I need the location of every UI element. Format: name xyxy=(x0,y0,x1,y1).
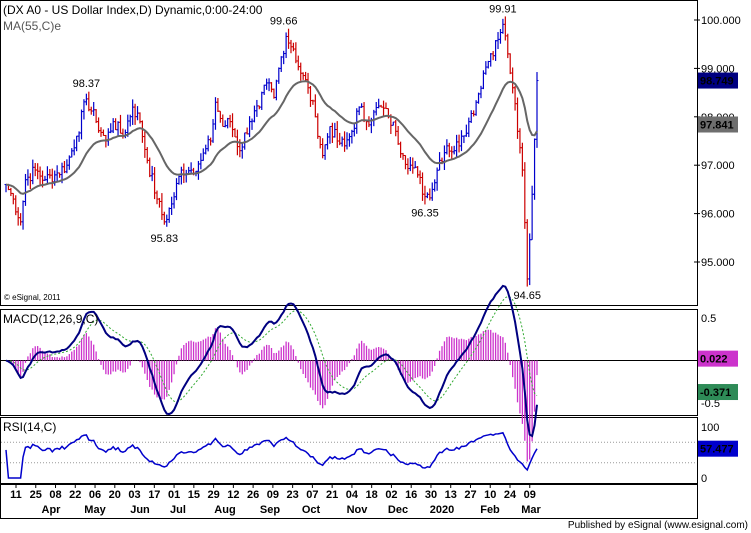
macd-line xyxy=(5,284,538,438)
macd-last-tag-bg xyxy=(698,350,738,367)
x-month-label: Feb xyxy=(480,504,500,516)
macd-series-group xyxy=(1,284,697,462)
price-y-tick-label: 97.000 xyxy=(701,160,735,172)
ma-label: MA(55,C)e xyxy=(3,19,61,33)
x-day-label: 09 xyxy=(267,489,279,501)
x-day-label: 11 xyxy=(10,489,22,501)
ma-last-tag-bg xyxy=(698,116,738,133)
x-month-label: Mar xyxy=(521,504,541,516)
axes-group: 100.00099.00098.00097.00096.00095.00098.… xyxy=(10,15,741,516)
x-day-label: 07 xyxy=(306,489,318,501)
x-month-label: May xyxy=(84,504,106,516)
ma-last-tag: 97.841 xyxy=(700,119,734,131)
last-price-tag: 98.749 xyxy=(700,76,734,88)
x-day-label: 20 xyxy=(109,489,121,501)
rsi-line xyxy=(5,431,538,479)
x-day-label: 04 xyxy=(346,489,359,501)
x-month-label: Sep xyxy=(260,504,280,516)
x-day-label: 27 xyxy=(464,489,476,501)
price-y-tick-label: 99.000 xyxy=(701,63,735,75)
x-day-label: 29 xyxy=(207,489,219,501)
macd-label: MACD(12,26,9,C) xyxy=(3,312,98,326)
x-day-label: 15 xyxy=(188,489,200,501)
x-day-label: 03 xyxy=(128,489,140,501)
x-day-label: 08 xyxy=(49,489,61,501)
macd-y-tick-label: 0.5 xyxy=(701,313,716,325)
x-day-label: 12 xyxy=(227,489,239,501)
x-day-label: 10 xyxy=(484,489,496,501)
macd-signal-tag: -0.371 xyxy=(700,387,731,399)
x-month-label: Aug xyxy=(214,504,235,516)
x-month-label: Oct xyxy=(302,504,321,516)
x-month-label: Jul xyxy=(170,504,186,516)
macd-signal-line xyxy=(5,295,538,403)
chart-title: (DX A0 - US Dollar Index,D) Dynamic,0:00… xyxy=(3,3,263,17)
rsi-panel xyxy=(0,417,698,484)
x-day-label: 01 xyxy=(168,489,180,501)
price-annotation: 96.35 xyxy=(411,208,439,220)
price-panel xyxy=(0,0,698,306)
x-day-label: 24 xyxy=(504,489,517,501)
x-day-label: 16 xyxy=(405,489,417,501)
footer-text: Published by eSignal (www.esignal.com) xyxy=(568,520,748,531)
x-day-label: 26 xyxy=(247,489,259,501)
annotations-group: 98.37 95.83 99.66 96.35 99.91 94.65 xyxy=(73,3,541,302)
rsi-y-tick-label: 0 xyxy=(701,473,707,485)
x-month-label: 2020 xyxy=(430,504,454,516)
ma-line xyxy=(5,80,538,195)
price-annotation: 98.37 xyxy=(73,78,101,90)
price-annotation: 99.91 xyxy=(489,3,517,15)
last-price-tag-bg xyxy=(698,72,738,89)
copyright-text: © eSignal, 2011 xyxy=(4,293,61,302)
x-month-label: Dec xyxy=(388,504,408,516)
macd-last-tag: 0.022 xyxy=(700,354,728,366)
x-day-label: 17 xyxy=(148,489,160,501)
ma-series-group xyxy=(5,80,538,195)
x-day-label: 21 xyxy=(326,489,338,501)
x-month-label: Jun xyxy=(130,504,150,516)
x-day-label: 02 xyxy=(385,489,397,501)
price-annotation: 95.83 xyxy=(151,233,179,245)
rsi-last-tag-bg xyxy=(698,440,738,457)
price-y-tick-label: 95.000 xyxy=(701,257,735,269)
x-month-label: Apr xyxy=(42,504,62,516)
rsi-y-tick-label: 100 xyxy=(701,422,719,434)
x-day-label: 22 xyxy=(69,489,81,501)
macd-y-tick-label: -0.5 xyxy=(701,398,720,410)
price-y-tick-label: 96.000 xyxy=(701,209,735,221)
price-annotation: 94.65 xyxy=(513,290,541,302)
x-month-label: Nov xyxy=(347,504,369,516)
price-y-tick-label: 100.000 xyxy=(701,15,741,27)
rsi-label: RSI(14,C) xyxy=(3,420,56,434)
x-day-label: 09 xyxy=(524,489,536,501)
x-day-label: 23 xyxy=(287,489,299,501)
x-day-label: 18 xyxy=(366,489,378,501)
rsi-last-tag: 57.477 xyxy=(700,444,734,456)
rsi-series-group xyxy=(1,431,697,479)
x-day-label: 06 xyxy=(89,489,101,501)
x-day-label: 13 xyxy=(445,489,457,501)
macd-signal-tag-bg xyxy=(698,384,738,401)
x-day-label: 25 xyxy=(30,489,42,501)
xaxis-panel xyxy=(0,484,698,519)
x-day-label: 30 xyxy=(425,489,437,501)
price-annotation: 99.66 xyxy=(270,15,298,27)
